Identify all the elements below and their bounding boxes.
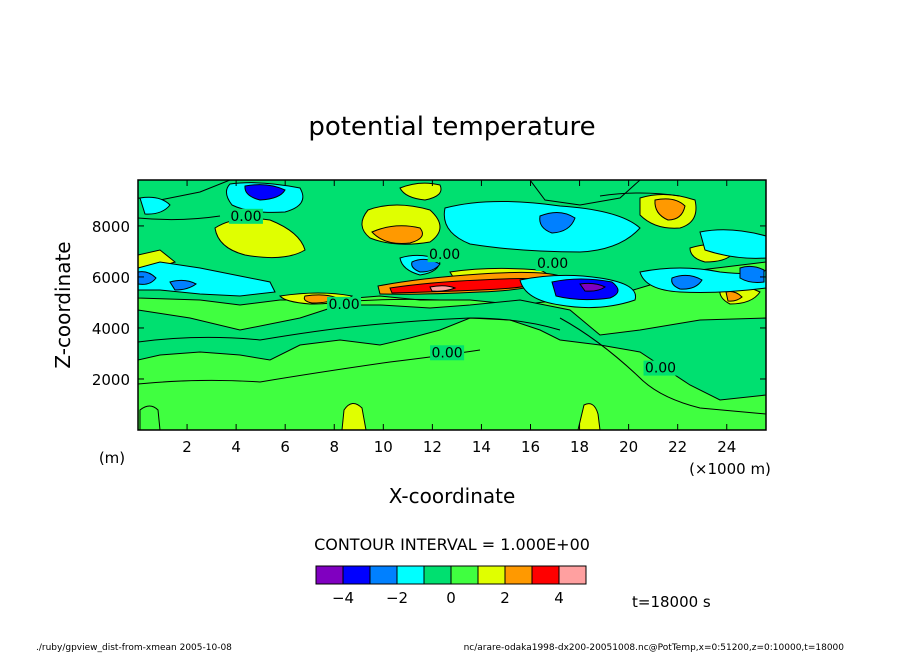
contour-label: 0.00 <box>645 361 676 377</box>
contour-line <box>138 317 561 343</box>
contour-region <box>639 267 766 293</box>
contour-region <box>579 282 606 292</box>
contour-region <box>654 198 686 221</box>
colorbar-tick-label: −2 <box>386 589 408 607</box>
colorbar-swatch <box>558 565 587 585</box>
contour-region <box>739 265 765 283</box>
colorbar-tick-label: 2 <box>500 589 510 607</box>
y-tick-label: 2000 <box>92 371 130 389</box>
x-tick-label: 22 <box>668 438 687 456</box>
contour-region <box>138 271 157 285</box>
contour-region <box>529 180 641 206</box>
x-tick-label: 4 <box>231 438 241 456</box>
x-tick-label: 24 <box>717 438 736 456</box>
contour-label: 0.00 <box>432 345 463 361</box>
contour-line <box>599 192 681 197</box>
x-unit-label: (×1000 m) <box>689 460 771 478</box>
y-unit-label: (m) <box>99 449 125 467</box>
colorbar-swatch <box>342 565 371 585</box>
colorbar-swatch <box>423 565 452 585</box>
contour-label: 0.00 <box>537 256 568 272</box>
contour-region <box>399 182 442 201</box>
contour-region <box>671 274 703 290</box>
x-tick-label: 20 <box>619 438 638 456</box>
colorbar: −4 −2 0 2 4 <box>315 565 587 607</box>
x-tick-label: 6 <box>280 438 290 456</box>
contour-label-bg <box>643 360 678 376</box>
contour-line <box>138 215 221 221</box>
x-tick-label: 10 <box>374 438 393 456</box>
colorbar-tick-label: 4 <box>554 589 564 607</box>
contour-region <box>411 258 441 273</box>
contour-labels: 0.00 0.00 0.00 0.00 0.00 0.00 <box>228 208 678 377</box>
contour-label: 0.00 <box>230 209 261 225</box>
contour-label-bg <box>430 345 465 361</box>
contour-interval: CONTOUR INTERVAL = 1.000E+00 <box>314 535 590 554</box>
contour-region <box>371 225 423 244</box>
contour-label-bg <box>427 247 462 263</box>
x-tick-label: 12 <box>423 438 442 456</box>
x-axis-label: X-coordinate <box>389 484 516 508</box>
y-tick-label: 8000 <box>92 218 130 236</box>
colorbar-tick-label: 0 <box>446 589 456 607</box>
contour-region <box>138 261 276 297</box>
x-tick-label: 18 <box>570 438 589 456</box>
colorbar-swatch <box>477 565 506 585</box>
y-tick-label: 6000 <box>92 269 130 287</box>
colorbar-swatch <box>450 565 479 585</box>
plot-frame <box>137 179 767 431</box>
x-tick-label: 14 <box>472 438 491 456</box>
contour-label-bg <box>535 256 570 272</box>
contour-line <box>559 317 766 415</box>
colorbar-swatch <box>531 565 560 585</box>
x-tick-label: 8 <box>329 438 339 456</box>
colorbar-swatch <box>396 565 425 585</box>
contour-region <box>244 184 286 201</box>
contour-region <box>139 196 171 215</box>
footer-right: nc/arare-odaka1998-dx200-20051008.nc@Pot… <box>464 643 845 653</box>
contour-label: 0.00 <box>328 297 359 313</box>
y-axis: 2000 4000 6000 8000 <box>92 218 766 389</box>
contour-label-bg <box>327 296 362 312</box>
contour-label: 0.00 <box>429 247 460 263</box>
y-axis-label: Z-coordinate <box>51 241 75 368</box>
colorbar-swatch <box>315 565 344 585</box>
contour-region <box>699 229 766 259</box>
contour-region <box>139 405 161 430</box>
colorbar-tick-label: −4 <box>332 589 354 607</box>
chart-title: potential temperature <box>308 112 595 142</box>
contour-region <box>539 212 576 234</box>
colorbar-swatch <box>369 565 398 585</box>
contour-field <box>138 180 766 430</box>
contour-region <box>169 279 197 291</box>
y-tick-label: 4000 <box>92 320 130 338</box>
colorbar-swatch <box>504 565 533 585</box>
footer-left: ./ruby/gpview_dist-from-xmean 2005-10-08 <box>36 643 232 653</box>
contour-region <box>341 403 367 430</box>
contour-region <box>138 180 231 201</box>
contour-region <box>138 180 766 306</box>
contour-region <box>429 285 457 292</box>
contour-region <box>577 403 601 430</box>
x-tick-label: 2 <box>182 438 192 456</box>
x-tick-label: 16 <box>521 438 540 456</box>
contour-label-bg <box>228 208 263 224</box>
x-axis: 2 4 6 8 10 12 14 16 18 20 22 24 <box>182 180 736 456</box>
time-label: t=18000 s <box>632 593 711 611</box>
